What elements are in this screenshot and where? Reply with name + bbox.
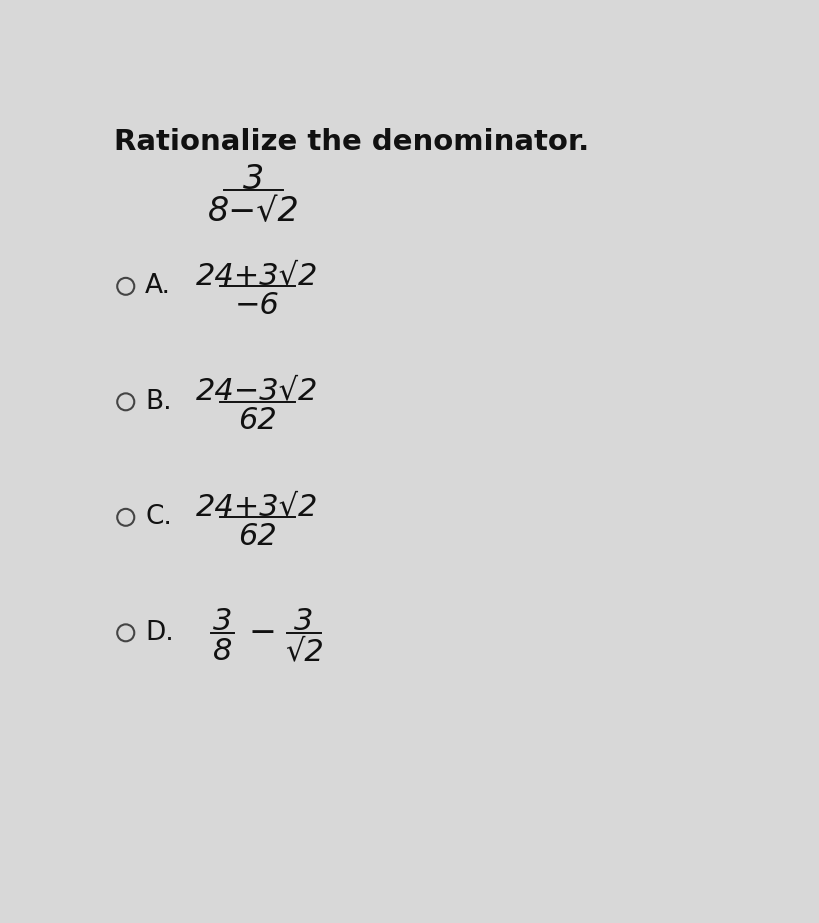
Text: B.: B. [145,389,171,414]
Text: 3: 3 [242,163,264,196]
Text: 24−3√2: 24−3√2 [196,377,319,405]
Text: 3: 3 [294,607,314,637]
Text: 62: 62 [238,521,277,551]
Text: A.: A. [145,273,171,299]
Text: −6: −6 [235,291,279,319]
Text: 8−√2: 8−√2 [207,195,299,228]
Text: 24+3√2: 24+3√2 [196,261,319,290]
Text: D.: D. [145,620,174,646]
Text: −: − [249,617,277,649]
Text: 8: 8 [213,637,232,666]
Text: Rationalize the denominator.: Rationalize the denominator. [114,127,589,156]
Text: 62: 62 [238,406,277,435]
Text: C.: C. [145,504,172,531]
Text: 24+3√2: 24+3√2 [196,492,319,521]
Text: 3: 3 [213,607,232,637]
Text: √2: √2 [284,637,323,666]
